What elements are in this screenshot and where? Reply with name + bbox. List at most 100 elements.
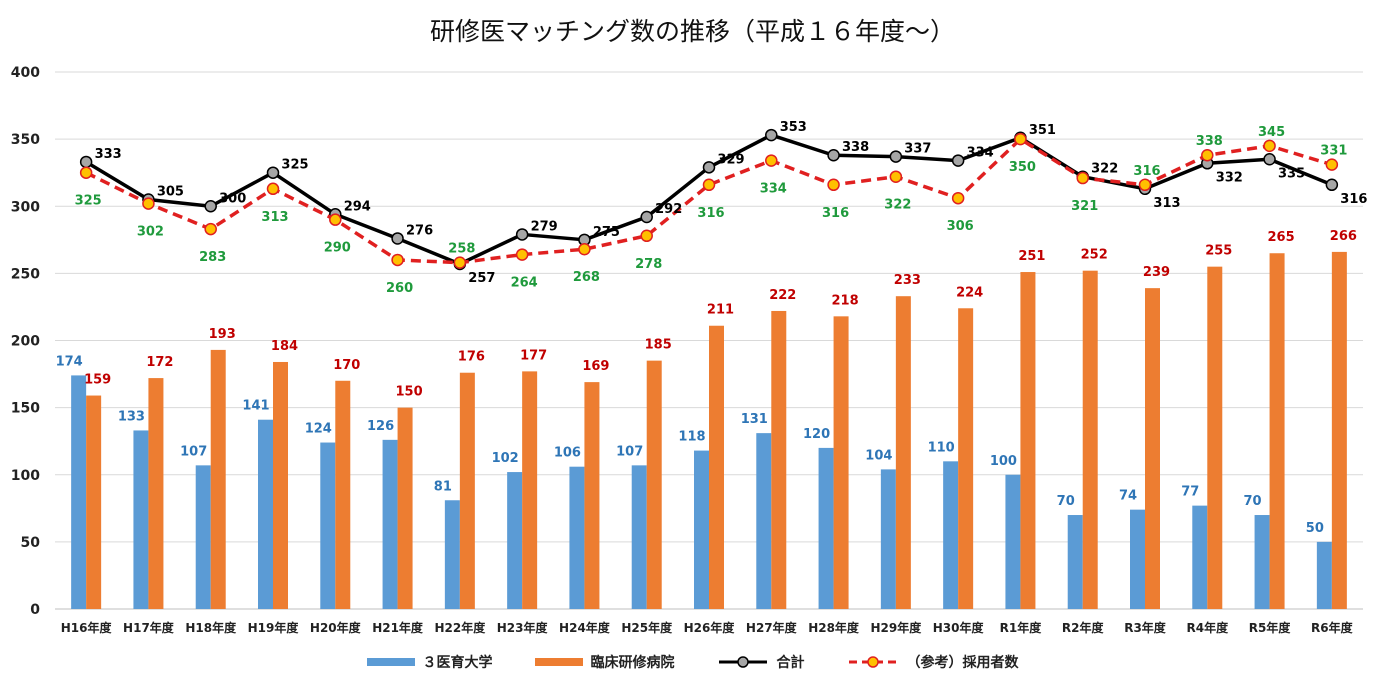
bar-data-label: 126 — [367, 419, 394, 434]
bar-hospital — [771, 310, 787, 609]
y-tick-label: 200 — [11, 334, 40, 350]
marker-hired — [142, 197, 155, 210]
y-axis-ticks: 0 50 100 150 200 250 300 350 400 — [11, 65, 40, 618]
legend-item-hospital: 臨床研修病院 — [534, 652, 675, 672]
bar-univ — [1316, 541, 1332, 609]
legend-swatch-hospital — [534, 658, 583, 666]
bar-hospital — [1020, 272, 1036, 609]
x-tick-label: R4年度 — [1186, 620, 1229, 635]
bar-univ — [1005, 474, 1021, 609]
bar-univ — [258, 419, 273, 609]
bar-univ — [195, 465, 211, 609]
y-tick-label: 300 — [11, 199, 40, 215]
total-data-label: 337 — [904, 142, 931, 157]
bar-data-label: 159 — [84, 373, 111, 388]
bar-data-label: 81 — [434, 479, 452, 494]
legend-label-hired: （参考）採用者数 — [906, 655, 1019, 671]
legend-item-univ: ３医育大学 — [366, 652, 493, 672]
bar-univ — [880, 469, 896, 609]
marker-hired — [640, 229, 653, 243]
bar-data-label: 100 — [990, 454, 1017, 469]
x-tick-label: H18年度 — [185, 620, 237, 635]
data-labels: 174 133 107 141 124 126 81 102 106 107 118 131 120 10… — [56, 120, 1368, 536]
bar-data-label: 266 — [1330, 229, 1357, 244]
bar-data-label: 172 — [146, 355, 173, 370]
bar-hospital — [1082, 270, 1098, 609]
bar-data-label: 255 — [1205, 244, 1232, 259]
y-tick-label: 350 — [11, 132, 40, 148]
bar-data-label: 104 — [865, 448, 892, 463]
marker-hired — [1076, 171, 1089, 185]
bar-data-label: 224 — [956, 285, 983, 300]
lines — [79, 128, 1339, 271]
bar-data-label: 131 — [741, 412, 768, 427]
hired-data-label: 260 — [386, 281, 413, 296]
line-total — [85, 133, 1333, 266]
bar-univ — [71, 375, 87, 609]
bar-data-label: 218 — [832, 293, 859, 308]
bar-data-label: 107 — [180, 444, 207, 459]
hired-data-label: 322 — [884, 198, 911, 213]
marker-total — [640, 210, 653, 224]
y-tick-label: 150 — [11, 401, 40, 417]
bar-data-label: 251 — [1018, 249, 1045, 264]
bar-univ — [1067, 515, 1083, 609]
hired-data-label: 258 — [448, 242, 475, 257]
marker-hired — [1263, 139, 1276, 153]
bar-hospital — [273, 361, 288, 609]
marker-hired — [1014, 132, 1027, 146]
total-data-label: 335 — [1278, 166, 1305, 181]
total-data-label: 305 — [157, 185, 184, 200]
marker-hired — [827, 178, 840, 192]
marker-total — [765, 128, 778, 142]
marker-hired — [515, 248, 529, 261]
x-tick-label: H26年度 — [684, 620, 736, 635]
total-data-label: 334 — [967, 146, 994, 161]
bar-data-label: 106 — [554, 446, 581, 461]
bar-hospital — [459, 372, 475, 609]
bar-data-label: 74 — [1119, 489, 1137, 504]
total-data-label: 332 — [1216, 170, 1243, 185]
total-data-label: 300 — [219, 191, 246, 206]
bar-data-label: 185 — [645, 338, 672, 353]
bar-hospital — [148, 378, 164, 609]
bar-hospital — [397, 407, 413, 609]
marker-hired — [889, 170, 903, 183]
bar-hospital — [1269, 253, 1285, 610]
marker-hired — [79, 166, 93, 179]
legend-swatch-univ — [366, 658, 415, 666]
marker-hired — [702, 178, 716, 192]
y-tick-label: 50 — [21, 535, 41, 551]
hired-data-label: 334 — [760, 182, 787, 197]
marker-total — [1325, 178, 1339, 192]
bar-univ — [444, 500, 460, 609]
hired-data-label: 290 — [324, 241, 351, 256]
hired-data-label: 306 — [947, 219, 974, 234]
y-tick-label: 100 — [11, 468, 40, 484]
bar-hospital — [958, 308, 974, 609]
bar-univ — [133, 430, 149, 609]
bar-hospital — [584, 382, 600, 609]
hired-data-label: 264 — [511, 276, 538, 291]
bar-univ — [507, 472, 523, 609]
x-tick-label: H19年度 — [248, 620, 300, 635]
marker-total — [515, 228, 529, 241]
bar-hospital — [1331, 251, 1347, 609]
bar-univ — [631, 465, 647, 609]
bar-univ — [1254, 515, 1270, 609]
chart-title: 研修医マッチング数の推移（平成１６年度〜） — [429, 17, 955, 46]
bar-univ — [756, 433, 772, 609]
bar-data-label: 77 — [1181, 485, 1199, 500]
bar-data-label: 70 — [1244, 494, 1262, 509]
total-data-label: 313 — [1153, 196, 1180, 211]
bar-univ — [694, 450, 709, 609]
bar-univ — [1130, 509, 1145, 609]
bar-hospital — [1207, 266, 1223, 609]
y-tick-label: 400 — [11, 65, 40, 81]
bar-data-label: 124 — [305, 422, 332, 437]
total-data-label: 294 — [344, 199, 371, 214]
bar-data-label: 239 — [1143, 265, 1170, 280]
marker-total — [204, 200, 217, 213]
hired-data-label: 345 — [1258, 125, 1285, 140]
bar-univ — [320, 442, 336, 609]
